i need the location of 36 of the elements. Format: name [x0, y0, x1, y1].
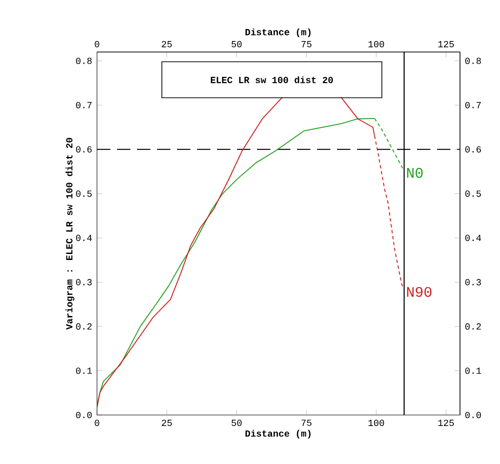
x-tick-label: 50: [232, 420, 242, 426]
annotation: ELEC LR sw 100 dist 20: [210, 76, 333, 84]
y2-tick-label: 0.8: [465, 58, 481, 64]
x-axis-title: Distance (m): [246, 430, 311, 439]
series-label: N90: [407, 286, 432, 297]
y-tick-label: 0.4: [76, 234, 92, 242]
x2-tick-label: 0: [94, 40, 100, 48]
y2-tick-label: 0.7: [465, 102, 481, 108]
x-tick-label: 125: [438, 420, 454, 426]
y2-tick-label: 0.0: [465, 412, 481, 418]
y-tick-label: 0.5: [76, 190, 92, 197]
y2-tick-label: 0.5: [465, 190, 481, 197]
x2-tick-label: 100: [368, 40, 384, 48]
y-tick-label: 0.0: [76, 412, 92, 418]
y-tick-label: 0.1: [76, 368, 92, 374]
x2-axis-title: Distance (m): [246, 28, 311, 38]
x-tick-label: 0: [94, 420, 100, 426]
x2-tick-label: 125: [438, 40, 454, 48]
x2-tick-label: 75: [302, 41, 312, 48]
y2-tick-label: 0.2: [465, 323, 481, 330]
x-tick-label: 75: [302, 420, 312, 426]
y2-tick-label: 0.3: [465, 279, 481, 286]
x-tick-label: 100: [368, 420, 384, 426]
y-tick-label: 0.7: [76, 102, 92, 108]
x-tick-label: 25: [162, 420, 172, 426]
x2-tick-label: 50: [232, 40, 242, 48]
y-tick-label: 0.3: [76, 279, 92, 286]
y2-tick-label: 0.6: [465, 146, 481, 153]
y-tick-label: 0.8: [76, 58, 92, 64]
y-axis-title: Variogram : ELEC LR sw 100 dist 20: [66, 138, 74, 330]
x2-tick-label: 25: [162, 40, 172, 48]
y2-tick-label: 0.1: [465, 368, 482, 374]
y-tick-label: 0.2: [76, 323, 92, 330]
y2-tick-label: 0.4: [465, 234, 482, 242]
series-label: N0: [407, 168, 423, 178]
y-tick-label: 0.6: [76, 146, 92, 153]
